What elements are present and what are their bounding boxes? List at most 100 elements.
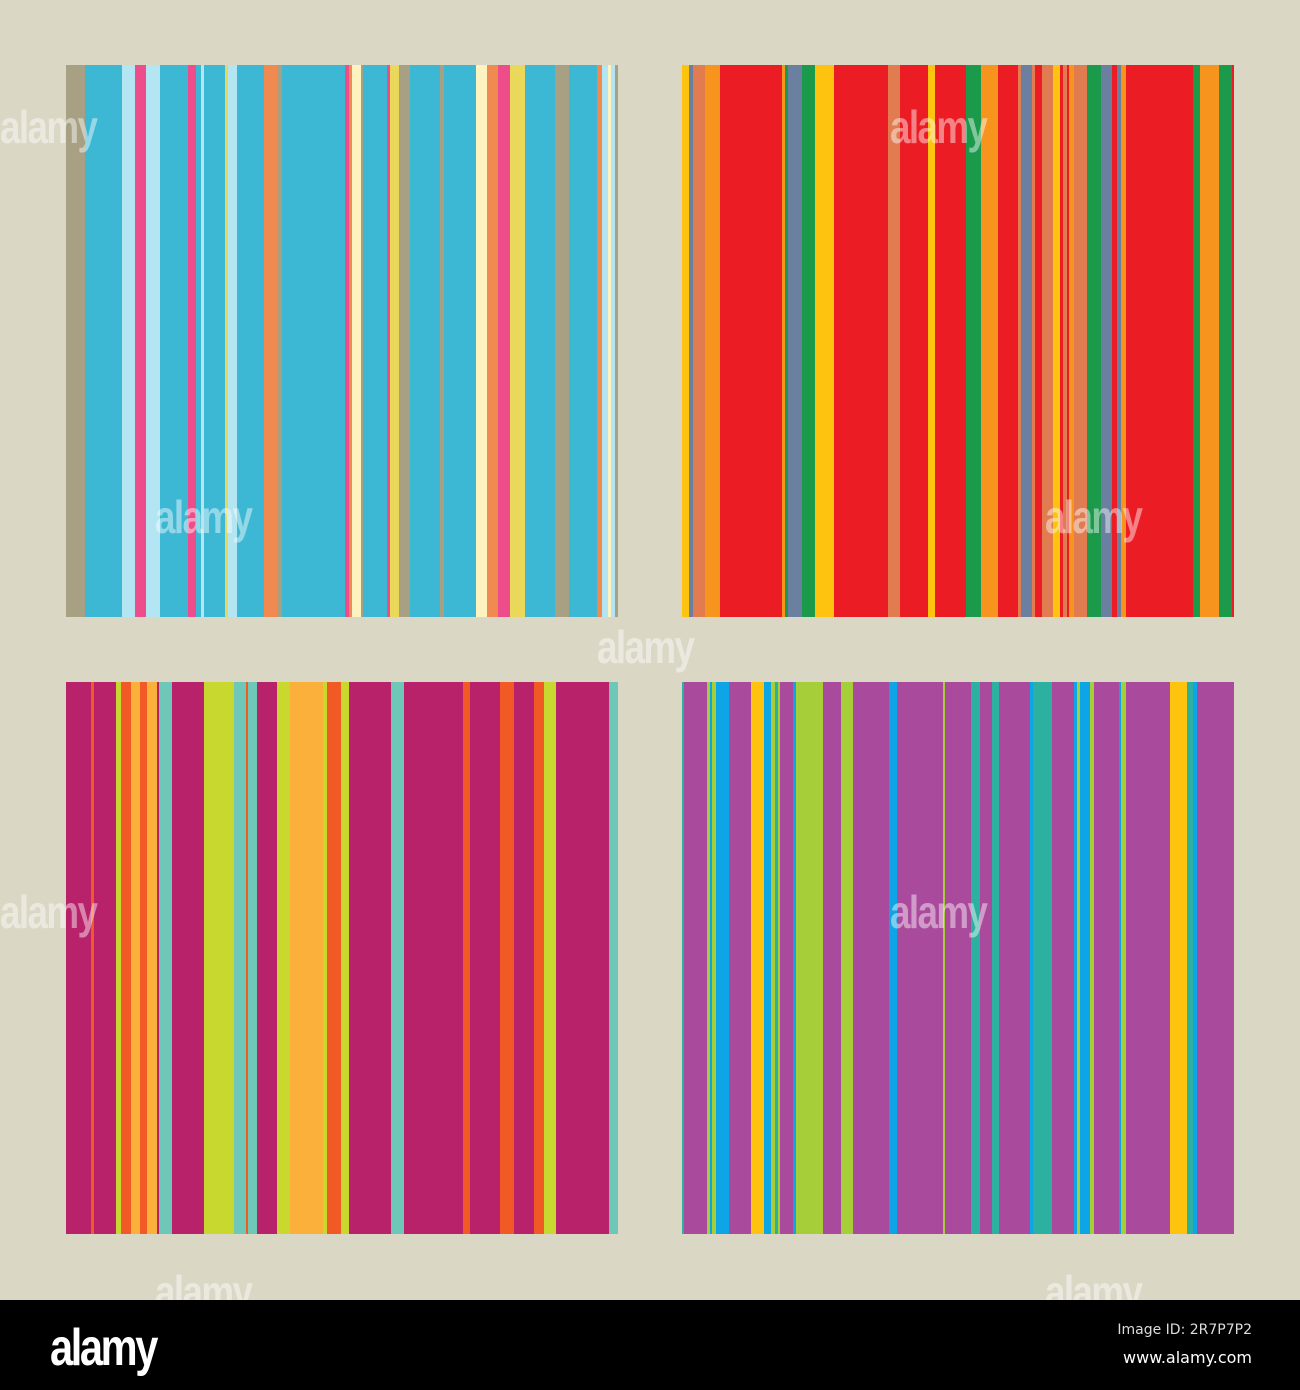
stripe: [94, 682, 98, 1234]
stripe: [981, 65, 988, 617]
stripe: [689, 65, 693, 617]
stripe: [237, 65, 264, 617]
stripe: [1170, 682, 1173, 1234]
stripe: [224, 682, 234, 1234]
stripe: [707, 682, 710, 1234]
stripe: [73, 65, 85, 617]
stripe: [771, 682, 775, 1234]
stripe: [1063, 65, 1067, 617]
stripe: [802, 65, 815, 617]
stripe: [1056, 682, 1074, 1234]
stripe: [246, 682, 248, 1234]
stripe: [1135, 682, 1170, 1234]
stripe: [336, 682, 341, 1234]
watermark: alamy: [155, 491, 253, 543]
stripe: [796, 682, 799, 1234]
stripe: [1043, 682, 1052, 1234]
stripe: [1156, 65, 1193, 617]
stripe: [750, 65, 782, 617]
stripe: [1219, 65, 1232, 617]
stripe: [720, 65, 750, 617]
stripe: [808, 682, 823, 1234]
stripe: [140, 682, 147, 1234]
stripe: [815, 65, 818, 617]
stripe: [500, 682, 511, 1234]
stripe: [778, 682, 780, 1234]
stripe: [511, 682, 514, 1234]
stripe: [1042, 65, 1053, 617]
stripe: [455, 682, 463, 1234]
stripe: [204, 65, 225, 617]
stripe: [391, 682, 404, 1234]
stripe: [682, 682, 684, 1234]
stripe: [682, 65, 689, 617]
stripe-panel-bottom-right: [682, 682, 1234, 1234]
stripe: [889, 682, 891, 1234]
stripe: [705, 65, 720, 617]
watermark: alamy: [0, 101, 98, 153]
stripe: [602, 65, 608, 617]
stripe: [1232, 65, 1234, 617]
stripe: [729, 682, 751, 1234]
stripe: [157, 682, 159, 1234]
stripe: [988, 65, 992, 617]
stripe: [1074, 682, 1077, 1234]
stripe: [534, 682, 539, 1234]
stripe: [303, 682, 318, 1234]
stripe: [85, 65, 122, 617]
watermark: alamy: [1045, 491, 1143, 543]
stripe: [116, 682, 121, 1234]
stripe: [1060, 65, 1063, 617]
stripe: [684, 682, 707, 1234]
stripe: [147, 682, 157, 1234]
stripe: [788, 65, 790, 617]
stripe: [712, 682, 716, 1234]
stripe: [399, 65, 410, 617]
stripe: [363, 65, 387, 617]
stripe: [341, 682, 349, 1234]
stripe: [349, 65, 352, 617]
stripe: [904, 682, 943, 1234]
stripe: [437, 682, 455, 1234]
stripe: [172, 682, 204, 1234]
stripe: [159, 682, 172, 1234]
stripe: [228, 65, 237, 617]
stripe: [160, 65, 188, 617]
stripe: [1187, 682, 1193, 1234]
stripe: [966, 65, 981, 617]
stripe: [188, 65, 196, 617]
stripe: [1030, 682, 1033, 1234]
stripe: [318, 682, 323, 1234]
stripe: [834, 65, 854, 617]
stripe: [140, 65, 146, 617]
stripe: [998, 65, 1018, 617]
alamy-logo: alamy: [50, 1319, 158, 1377]
stripe: [996, 65, 998, 617]
stripe: [1126, 682, 1135, 1234]
stripe: [487, 65, 498, 617]
stripe: [841, 682, 846, 1234]
stripe: [780, 682, 793, 1234]
stripe: [710, 682, 712, 1234]
stripe: [1197, 682, 1200, 1234]
stripe: [1173, 682, 1187, 1234]
stripe: [992, 65, 996, 617]
stripe: [1200, 65, 1213, 617]
stripe-panel-top-right: [682, 65, 1234, 617]
stripe: [349, 682, 387, 1234]
watermark: alamy: [0, 886, 98, 938]
stripe: [1117, 65, 1121, 617]
stripe: [290, 682, 303, 1234]
stripe: [312, 65, 345, 617]
stripe: [999, 682, 1030, 1234]
stripe: [1074, 65, 1087, 617]
stripe: [277, 65, 282, 617]
stripe: [799, 682, 808, 1234]
stripe: [943, 682, 945, 1234]
stripe: [980, 682, 992, 1234]
stripe: [900, 65, 928, 617]
stripe: [390, 65, 399, 617]
stripe: [782, 65, 785, 617]
stripe: [1200, 682, 1221, 1234]
stripe: [135, 65, 140, 617]
